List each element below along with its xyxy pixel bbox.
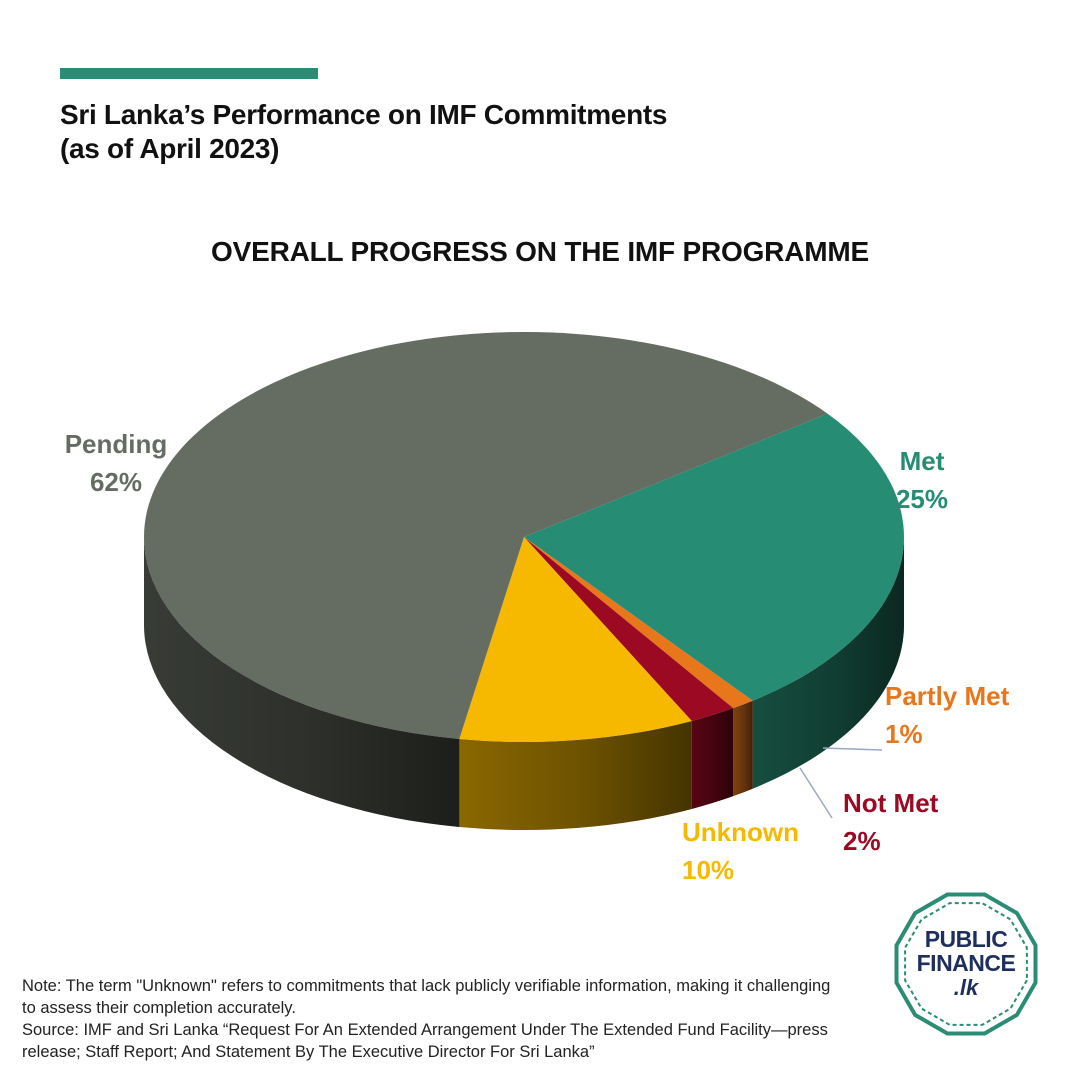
logo-line1: PUBLIC [924,926,1008,952]
label-partly-met-value: 1% [885,719,923,749]
label-not-met-name: Not Met [843,788,939,818]
leader-not-met [799,767,833,819]
pie-side-shade-unknown [459,720,692,830]
label-pending-value: 62% [90,467,142,497]
label-not-met-value: 2% [843,826,881,856]
footnote-source: Source: IMF and Sri Lanka “Request For A… [22,1021,828,1061]
footnote-note: Note: The term "Unknown" refers to commi… [22,977,831,1017]
footnote: Note: The term "Unknown" refers to commi… [22,975,842,1063]
pie-side-shade-partly-met [733,700,753,797]
pie-slice-pending [144,332,828,740]
label-unknown-name: Unknown [682,817,799,847]
page-title: Sri Lanka’s Performance on IMF Commitmen… [60,98,667,166]
pie-labels: Met 25% Partly Met 1% Not Met 2% Unknown 10% Pen… [65,429,1010,885]
logo-line2: FINANCE [916,950,1016,976]
leader-partly-met [822,747,883,751]
pie-slice-not-met [524,537,734,721]
accent-bar [60,68,318,79]
pie-slice-met [524,413,904,701]
pie-leader-lines [799,747,883,819]
logo-line3: .lk [953,975,979,1000]
pie-side-walls [144,537,904,830]
chart-title: OVERALL PROGRESS ON THE IMF PROGRAMME [211,236,869,267]
label-unknown-value: 10% [682,855,734,885]
pie-side-shade-not-met [691,708,734,809]
label-met-value: 25% [896,484,948,514]
public-finance-logo: PUBLIC FINANCE .lk [890,888,1042,1040]
logo-badge-icon [894,892,1038,1036]
label-pending-name: Pending [65,429,168,459]
pie-top-faces [144,332,904,742]
page-title-line1: Sri Lanka’s Performance on IMF Commitmen… [60,99,668,130]
pie-side-shade-pending [144,537,460,828]
label-met-name: Met [900,446,945,476]
pie-side-shade-met [752,537,904,789]
page-title-line2: (as of April 2023) [60,133,280,164]
pie-slice-unknown [459,537,692,742]
label-partly-met-name: Partly Met [885,681,1010,711]
pie-slice-partly-met [524,537,753,709]
